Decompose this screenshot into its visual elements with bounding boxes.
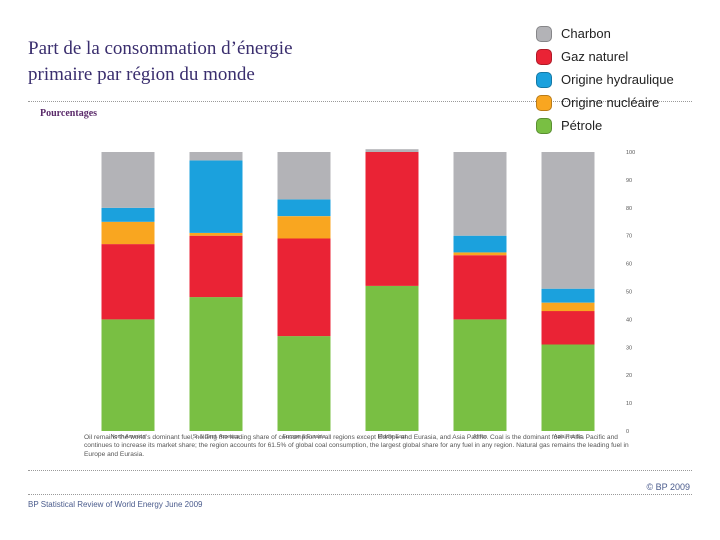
bar-segment-origine-nucl-aire-0 — [101, 221, 155, 245]
legend-label-charbon: Charbon — [561, 26, 611, 41]
y-tick-label: 20 — [626, 373, 632, 379]
footer-divider-top — [28, 470, 692, 471]
bar-segment-origine-nucl-aire-5 — [541, 302, 595, 312]
bar-segment-origine-hydraulique-2 — [277, 199, 331, 217]
legend-label-hydraulique: Origine hydraulique — [561, 72, 674, 87]
x-tick-label: S. & Cent. America — [193, 434, 240, 440]
bar-segment-origine-hydraulique-5 — [541, 288, 595, 303]
legend-item-charbon: Charbon — [536, 22, 716, 45]
bar-segment-gaz-naturel-0 — [101, 244, 155, 320]
footer-divider-bottom — [28, 494, 692, 495]
bar-segment-charbon-1 — [189, 152, 243, 161]
y-tick-label: 60 — [626, 262, 632, 268]
bar-segment-p-trole-3 — [365, 285, 419, 431]
legend-swatch-gaz-naturel — [536, 48, 552, 65]
bar-segment-gaz-naturel-2 — [277, 238, 331, 337]
legend-label-petrole: Pétrole — [561, 118, 603, 133]
x-tick-label: Africa — [473, 434, 488, 440]
bar-segment-origine-hydraulique-0 — [101, 207, 155, 222]
bar-segment-charbon-4 — [453, 152, 507, 236]
legend-label-gaz-naturel: Gaz naturel — [561, 49, 629, 64]
source-note: BP Statistical Review of World Energy Ju… — [28, 500, 203, 509]
bar-segment-charbon-5 — [541, 152, 595, 289]
chart-subtitle: Pourcentages — [40, 108, 98, 119]
bar-segment-charbon-2 — [277, 152, 331, 200]
bar-segment-p-trole-1 — [189, 297, 243, 431]
legend-swatch-petrole — [536, 117, 552, 134]
bar-segment-origine-nucl-aire-4 — [453, 252, 507, 256]
x-tick-label: North America — [111, 434, 147, 440]
legend-item-hydraulique: Origine hydraulique — [536, 68, 716, 91]
legend-swatch-charbon — [536, 25, 552, 42]
legend-item-nucleaire: Origine nucléaire — [536, 91, 716, 114]
bar-segment-p-trole-4 — [453, 319, 507, 431]
copyright: © BP 2009 — [646, 482, 691, 492]
x-tick-label: Asia Pacific — [554, 434, 583, 440]
y-tick-label: 30 — [626, 345, 632, 351]
y-tick-label: 0 — [626, 429, 629, 435]
bar-segment-gaz-naturel-5 — [541, 311, 595, 345]
bar-segment-gaz-naturel-3 — [365, 152, 419, 286]
legend: Charbon Gaz naturel Origine hydraulique … — [536, 22, 716, 137]
legend-item-gaz-naturel: Gaz naturel — [536, 45, 716, 68]
title-divider — [28, 101, 692, 102]
y-tick-label: 100 — [626, 150, 635, 156]
y-tick-label: 50 — [626, 290, 632, 296]
bar-segment-p-trole-5 — [541, 344, 595, 431]
x-tick-label: Europe & Eurasia — [282, 434, 326, 440]
bar-segment-gaz-naturel-4 — [453, 255, 507, 320]
y-tick-label: 90 — [626, 178, 632, 184]
legend-swatch-hydraulique — [536, 71, 552, 88]
legend-label-nucleaire: Origine nucléaire — [561, 95, 660, 110]
x-tick-label: Middle East — [378, 434, 407, 440]
bar-segment-origine-nucl-aire-2 — [277, 216, 331, 239]
y-tick-label: 40 — [626, 317, 632, 323]
bar-segment-origine-hydraulique-1 — [189, 160, 243, 233]
legend-swatch-nucleaire — [536, 94, 552, 111]
bar-segment-charbon-3 — [365, 149, 419, 152]
bar-segment-p-trole-0 — [101, 319, 155, 431]
y-tick-label: 70 — [626, 234, 632, 240]
chart-caption: Oil remains the world’s dominant fuel, h… — [84, 434, 629, 458]
slide-title: Part de la consommation d’énergie primai… — [28, 38, 293, 85]
bar-segment-charbon-0 — [101, 152, 155, 208]
bar-segment-p-trole-2 — [277, 336, 331, 431]
bar-segment-origine-nucl-aire-1 — [189, 232, 243, 236]
bar-segment-gaz-naturel-1 — [189, 235, 243, 298]
legend-item-petrole: Pétrole — [536, 114, 716, 137]
y-tick-label: 80 — [626, 206, 632, 212]
y-tick-label: 10 — [626, 401, 632, 407]
bar-segment-origine-hydraulique-4 — [453, 235, 507, 253]
